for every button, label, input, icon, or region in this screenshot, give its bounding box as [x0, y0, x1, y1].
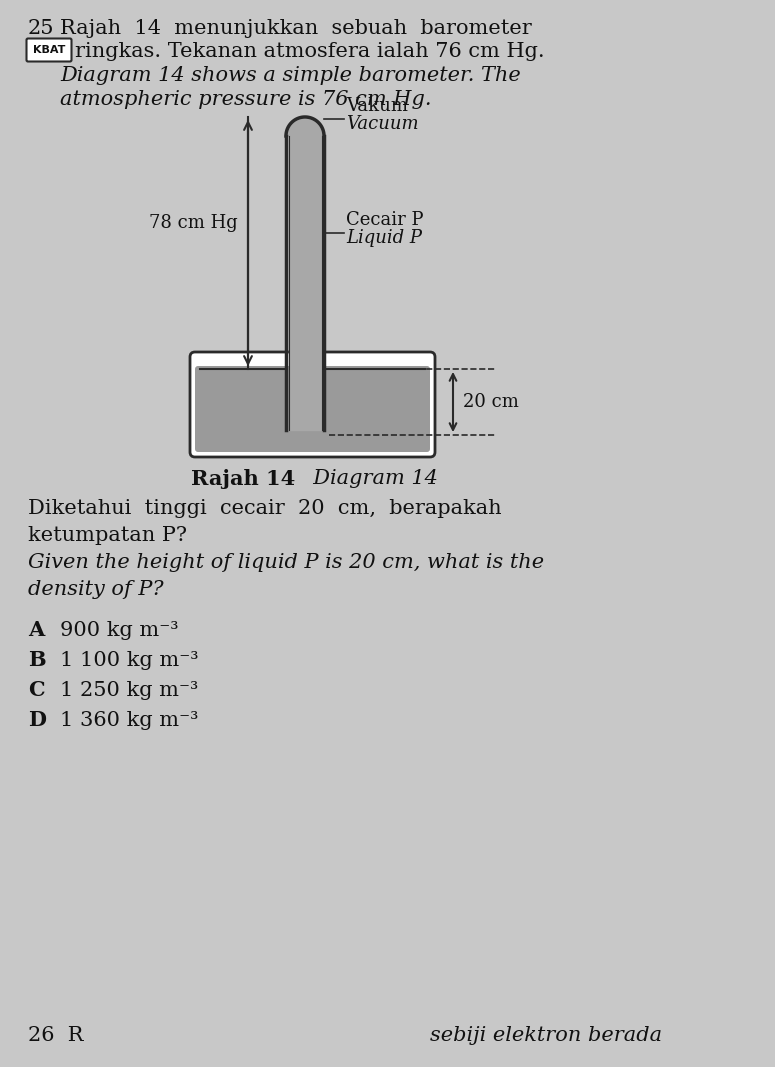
Text: 78 cm Hg: 78 cm Hg [150, 214, 238, 232]
Text: sebiji elektron berada: sebiji elektron berada [430, 1026, 662, 1045]
Text: Vacuum: Vacuum [346, 115, 419, 133]
Polygon shape [288, 120, 322, 136]
Text: 20 cm: 20 cm [463, 393, 519, 411]
Text: Diagram 14 shows a simple barometer. The: Diagram 14 shows a simple barometer. The [60, 66, 521, 85]
Text: Diagram 14: Diagram 14 [300, 469, 438, 488]
Text: 25: 25 [28, 19, 54, 38]
Text: 1 360 kg m⁻³: 1 360 kg m⁻³ [60, 711, 198, 730]
Text: Given the height of liquid P is 20 cm, what is the: Given the height of liquid P is 20 cm, w… [28, 553, 544, 572]
Text: Liquid P: Liquid P [346, 229, 422, 246]
Text: C: C [28, 681, 45, 701]
Text: 1 250 kg m⁻³: 1 250 kg m⁻³ [60, 681, 198, 700]
FancyBboxPatch shape [190, 352, 435, 457]
Text: Vakum: Vakum [346, 97, 408, 115]
Text: Rajah 14: Rajah 14 [191, 469, 295, 489]
Text: A: A [28, 621, 44, 640]
Polygon shape [288, 136, 322, 430]
Text: D: D [28, 711, 46, 731]
Text: Rajah  14  menunjukkan  sebuah  barometer: Rajah 14 menunjukkan sebuah barometer [60, 19, 532, 38]
Text: atmospheric pressure is 76 cm Hg.: atmospheric pressure is 76 cm Hg. [60, 90, 432, 109]
Text: ketumpatan ​P?: ketumpatan ​P? [28, 526, 187, 545]
FancyBboxPatch shape [195, 366, 430, 452]
Text: 26  R: 26 R [28, 1026, 84, 1045]
Text: KBAT: KBAT [33, 45, 65, 55]
Text: ringkas. Tekanan atmosfera ialah 76 cm Hg.: ringkas. Tekanan atmosfera ialah 76 cm H… [75, 42, 545, 61]
FancyBboxPatch shape [26, 38, 71, 62]
Text: 1 100 kg m⁻³: 1 100 kg m⁻³ [60, 651, 198, 669]
Text: Diketahui  tinggi  cecair  20  cm,  berapakah: Diketahui tinggi cecair 20 cm, berapakah [28, 499, 501, 517]
Text: Cecair P: Cecair P [346, 211, 423, 229]
Text: 900 kg m⁻³: 900 kg m⁻³ [60, 621, 178, 639]
Text: density of P?: density of P? [28, 580, 164, 599]
Text: B: B [28, 651, 46, 670]
